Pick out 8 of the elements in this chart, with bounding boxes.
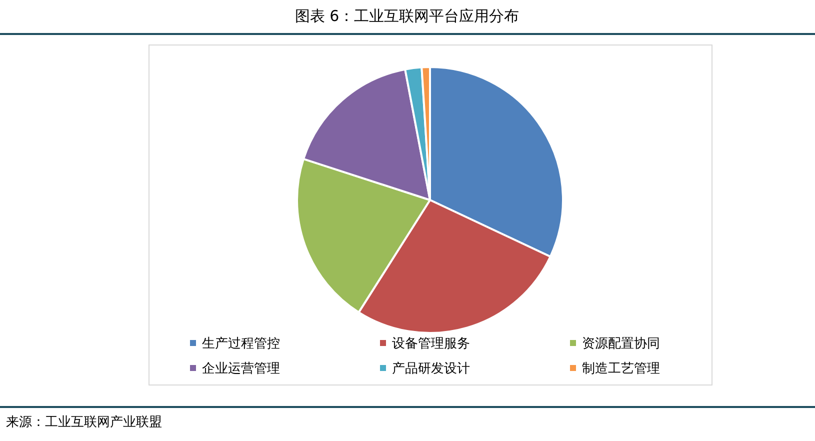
legend-label: 资源配置协同 <box>582 336 660 352</box>
legend-label: 设备管理服务 <box>392 336 470 352</box>
legend-label: 产品研发设计 <box>392 362 470 376</box>
legend-label: 企业运营管理 <box>202 362 280 376</box>
legend-label: 生产过程管控 <box>202 336 280 352</box>
source-note: 来源：工业互联网产业联盟 <box>6 415 162 430</box>
legend-label: 制造工艺管理 <box>582 362 660 376</box>
chart-title: 图表 6：工业互联网平台应用分布 <box>294 7 520 25</box>
